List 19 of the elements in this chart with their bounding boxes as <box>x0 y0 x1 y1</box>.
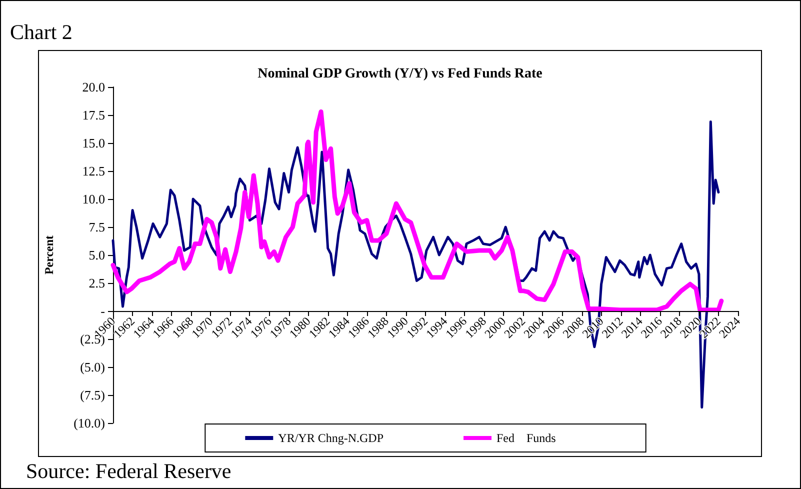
y-tick-label: (10.0) <box>74 416 105 430</box>
caption: Chart 2 <box>10 20 72 45</box>
y-tick-label: 20.0 <box>82 80 105 94</box>
y-tick-label: 15.0 <box>82 136 105 150</box>
y-tick-label: 5.0 <box>88 248 105 262</box>
line-series <box>110 109 724 312</box>
y-tick-label: 12.5 <box>82 164 105 178</box>
y-tick-label: 7.5 <box>88 220 105 234</box>
y-tick-label: 10.0 <box>82 192 105 206</box>
y-tick-label: (5.0) <box>80 360 105 374</box>
y-axis-title: Percent <box>42 235 56 275</box>
legend-label: Fed Funds <box>496 431 556 445</box>
source-note: Source: Federal Reserve <box>26 459 232 484</box>
chart-title: Nominal GDP Growth (Y/Y) vs Fed Funds Rate <box>258 66 542 82</box>
y-tick-label: (7.5) <box>80 388 105 402</box>
y-tick-label: 2.5 <box>88 276 105 290</box>
y-tick-label: 17.5 <box>82 108 105 122</box>
legend-label: YR/YR Chng-N.GDP <box>278 431 384 445</box>
y-tick-label: - <box>100 304 105 318</box>
